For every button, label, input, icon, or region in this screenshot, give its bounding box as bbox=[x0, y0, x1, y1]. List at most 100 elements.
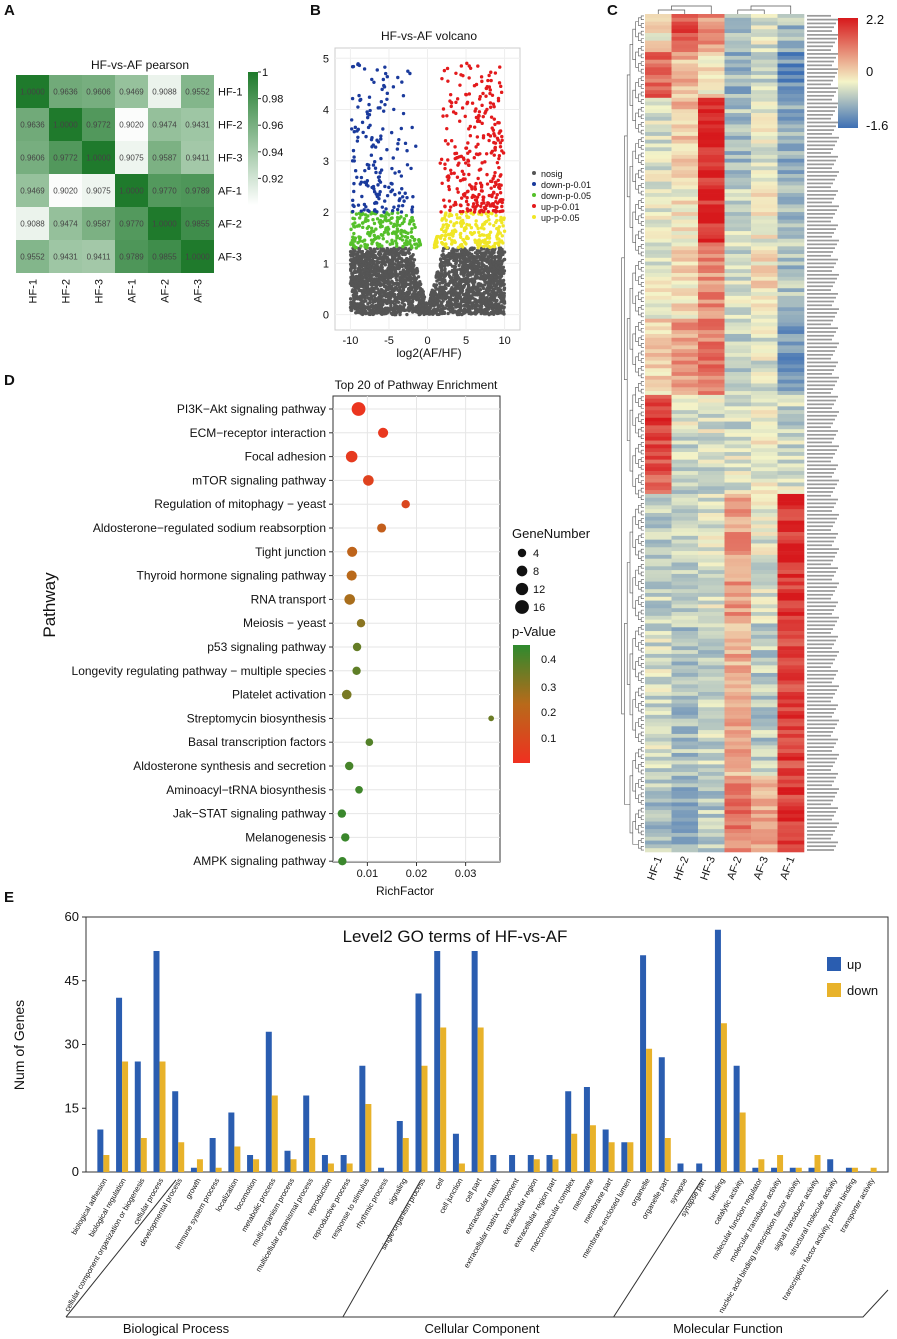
heatmap-cell bbox=[645, 558, 672, 563]
volcano-point bbox=[363, 245, 367, 249]
heatmap-cell bbox=[777, 120, 805, 125]
heatmap-cell bbox=[724, 345, 752, 350]
heatmap-cell bbox=[777, 482, 805, 487]
heatmap-cell bbox=[671, 295, 699, 300]
heatmap-cell bbox=[698, 554, 725, 559]
heatmap-cell bbox=[777, 231, 805, 236]
heatmap-cell bbox=[751, 33, 778, 38]
heatmap-cell bbox=[671, 783, 699, 788]
volcano-point bbox=[449, 205, 453, 209]
volcano-point bbox=[419, 295, 424, 300]
volcano-point bbox=[472, 125, 477, 129]
heatmap-cell bbox=[698, 810, 725, 815]
heatmap-cell bbox=[751, 535, 778, 540]
heatmap-cell bbox=[645, 101, 672, 106]
heatmap-dendrogram-branch bbox=[640, 76, 644, 81]
volcano-point bbox=[501, 283, 505, 287]
volcano-point bbox=[395, 236, 399, 240]
heatmap-cell bbox=[751, 124, 778, 129]
heatmap-cell bbox=[671, 356, 699, 361]
volcano-point bbox=[488, 105, 493, 109]
heatmap-cell bbox=[777, 63, 805, 68]
heatmap-cell bbox=[698, 391, 725, 396]
volcano-point bbox=[482, 312, 486, 316]
heatmap-cell bbox=[698, 589, 725, 594]
heatmap-cell bbox=[724, 299, 752, 304]
volcano-point bbox=[409, 267, 414, 272]
heatmap-cell bbox=[645, 375, 672, 380]
volcano-point bbox=[486, 201, 491, 206]
heatmap-cell bbox=[777, 295, 805, 300]
heatmap-cell bbox=[645, 90, 672, 95]
volcano-point bbox=[453, 145, 457, 149]
heatmap-cell bbox=[777, 36, 805, 41]
volcano-point bbox=[351, 198, 355, 203]
heatmap-cell bbox=[671, 524, 699, 529]
heatmap-cell bbox=[671, 638, 699, 643]
volcano-point bbox=[487, 259, 491, 263]
volcano-point bbox=[359, 209, 363, 213]
volcano-point bbox=[404, 262, 408, 267]
volcano-point bbox=[481, 195, 485, 199]
volcano-y-tick: 4 bbox=[323, 105, 329, 117]
heatmap-cell bbox=[724, 25, 752, 30]
heatmap-cell bbox=[698, 231, 725, 236]
heatmap-cell bbox=[724, 406, 752, 411]
heatmap-cell bbox=[671, 128, 699, 133]
heatmap-cell bbox=[698, 227, 725, 232]
heatmap-cell bbox=[671, 726, 699, 731]
heatmap-cell bbox=[724, 554, 752, 559]
heatmap-cell bbox=[698, 745, 725, 750]
heatmap-cell bbox=[724, 585, 752, 590]
volcano-point bbox=[360, 212, 365, 217]
heatmap-cell bbox=[671, 448, 699, 453]
heatmap-cell bbox=[671, 135, 699, 140]
volcano-point bbox=[465, 259, 470, 264]
pearson-value: 0.9088 bbox=[20, 220, 45, 229]
volcano-point bbox=[501, 209, 505, 213]
heatmap-cell bbox=[645, 151, 672, 156]
volcano-point bbox=[475, 311, 479, 315]
heatmap-cell bbox=[777, 844, 805, 849]
heatmap-cell bbox=[751, 242, 778, 247]
heatmap-cell bbox=[751, 387, 778, 392]
heatmap-cell bbox=[645, 764, 672, 769]
volcano-point bbox=[468, 288, 472, 292]
heatmap-cell bbox=[751, 482, 778, 487]
heatmap-cell bbox=[724, 128, 752, 133]
heatmap-cell bbox=[645, 398, 672, 403]
volcano-point bbox=[497, 121, 501, 125]
volcano-point bbox=[490, 211, 494, 216]
volcano-point bbox=[428, 301, 432, 305]
heatmap-cell bbox=[751, 497, 778, 502]
heatmap-cell bbox=[751, 596, 778, 601]
volcano-point bbox=[465, 302, 469, 307]
volcano-point bbox=[494, 283, 499, 288]
heatmap-cell bbox=[751, 406, 778, 411]
heatmap-cell bbox=[698, 634, 725, 639]
heatmap-cell bbox=[671, 821, 699, 826]
volcano-point bbox=[466, 292, 471, 296]
volcano-point bbox=[401, 308, 405, 312]
volcano-point bbox=[452, 171, 456, 175]
heatmap-dendrogram-branch bbox=[640, 289, 644, 295]
heatmap-cell bbox=[671, 93, 699, 99]
pearson-cell bbox=[181, 174, 214, 207]
volcano-point bbox=[440, 76, 444, 81]
volcano-point bbox=[395, 207, 400, 212]
heatmap-cell bbox=[724, 295, 752, 300]
volcano-point bbox=[368, 246, 372, 251]
heatmap-cell bbox=[698, 452, 725, 457]
volcano-point bbox=[467, 172, 471, 177]
heatmap-cell bbox=[698, 273, 725, 278]
volcano-point bbox=[454, 111, 458, 116]
heatmap-cell bbox=[751, 333, 778, 339]
heatmap-cell bbox=[645, 619, 672, 624]
volcano-point bbox=[446, 158, 450, 162]
heatmap-cell bbox=[698, 695, 725, 700]
volcano-point bbox=[349, 257, 353, 262]
heatmap-cell bbox=[645, 421, 672, 426]
heatmap-cell bbox=[645, 448, 672, 453]
heatmap-cell bbox=[645, 250, 672, 255]
heatmap-cell bbox=[671, 528, 699, 533]
